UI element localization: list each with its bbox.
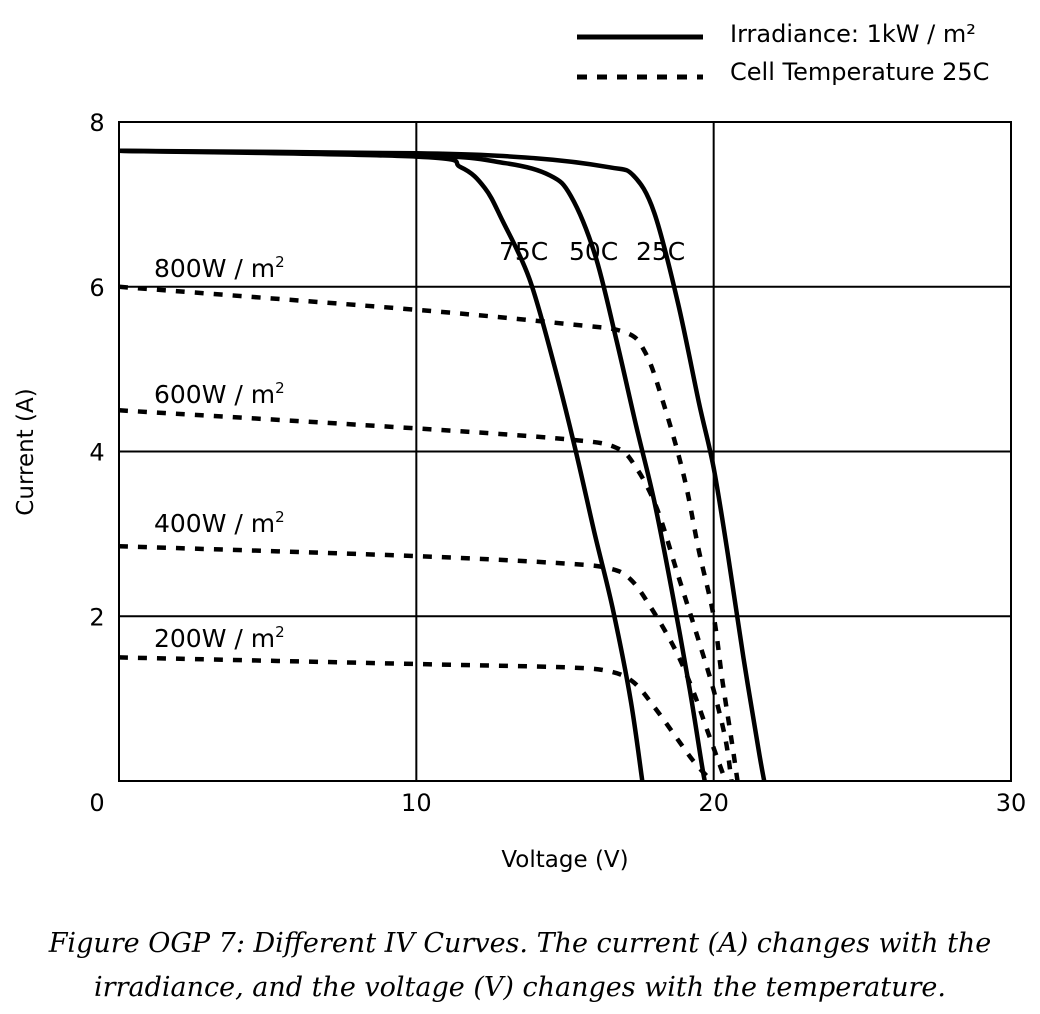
series-400w-m-line: [119, 543, 728, 781]
series-600w-m-line: [119, 408, 734, 781]
series-800w-m-line: [119, 284, 740, 781]
label-400w: 400W / m2: [154, 508, 285, 538]
x-tick-label-0: 0: [89, 789, 104, 817]
tick-labels: 0 10 20 30 2 4 6 8: [89, 109, 1026, 817]
legend-label-dotted: Cell Temperature 25C: [730, 58, 989, 86]
y-tick-label-2: 2: [89, 603, 104, 631]
x-axis-label: Voltage (V): [501, 847, 628, 873]
legend-label-solid: Irradiance: 1kW / m²: [730, 20, 976, 48]
plot-border: [118, 121, 1012, 782]
y-tick-label-4: 4: [89, 439, 104, 467]
iv-curve-chart: 0 10 20 30 2 4 6 8 Voltage (V) Current (A) Irra…: [13, 20, 1026, 873]
series-25c-line: [119, 148, 767, 781]
y-tick-label-8: 8: [89, 109, 104, 137]
label-25c: 25C: [636, 237, 685, 266]
figure-caption: Figure OGP 7: Different IV Curves. The c…: [48, 928, 992, 1003]
x-tick-label-30: 30: [996, 789, 1027, 817]
x-tick-label-20: 20: [698, 789, 729, 817]
x-tick-label-10: 10: [401, 789, 432, 817]
label-200w: 200W / m2: [154, 623, 285, 653]
label-800w: 800W / m2: [154, 253, 285, 283]
series-layer: [119, 148, 767, 781]
series-75c-line: [119, 148, 645, 781]
label-75c: 75C: [499, 237, 548, 266]
plot-frame: [118, 121, 1012, 782]
legend: Irradiance: 1kW / m² Cell Temperature 25…: [577, 20, 989, 86]
y-tick-label-6: 6: [89, 274, 104, 302]
grid-lines: [119, 122, 1011, 781]
label-600w: 600W / m2: [154, 379, 285, 409]
y-axis-label: Current (A): [13, 388, 39, 515]
label-50c: 50C: [569, 237, 618, 266]
